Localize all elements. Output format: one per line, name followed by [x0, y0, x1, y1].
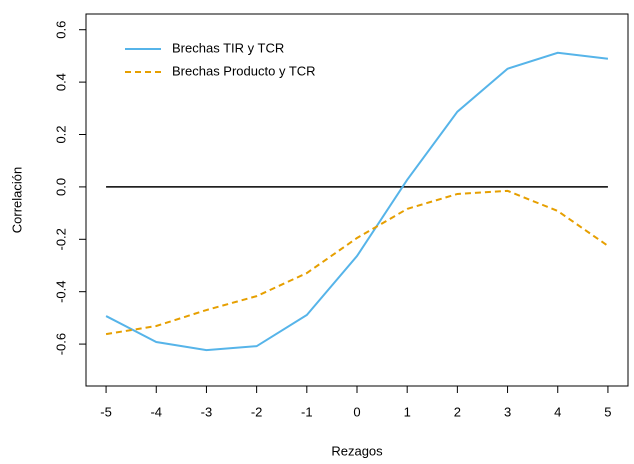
x-tick-label: 2 [454, 404, 461, 419]
x-tick-label: 4 [554, 404, 561, 419]
data-line [105, 51, 609, 352]
x-tick-label: -1 [301, 404, 313, 419]
y-tick-label: 0.2 [53, 125, 68, 143]
y-tick-label: -0.2 [53, 228, 68, 250]
x-tick-label: 5 [604, 404, 611, 419]
legend-label: Brechas Producto y TCR [172, 63, 316, 78]
x-tick-label: -3 [201, 404, 213, 419]
y-tick-label: 0.6 [53, 21, 68, 39]
x-tick-label: -4 [150, 404, 162, 419]
y-tick-label: 0.0 [53, 178, 68, 196]
plot-frame [85, 13, 629, 387]
x-axis-label: Rezagos [331, 443, 383, 458]
y-tick-label: -0.6 [53, 333, 68, 355]
x-tick-label: 1 [404, 404, 411, 419]
y-tick-label: 0.4 [53, 73, 68, 91]
data-line [105, 189, 609, 336]
x-tick-label: -5 [100, 404, 112, 419]
legend-label: Brechas TIR y TCR [172, 40, 284, 55]
x-tick-label: -2 [251, 404, 263, 419]
y-tick-label: -0.4 [53, 280, 68, 302]
y-axis-label: Correlación [9, 167, 24, 233]
x-tick-label: 3 [504, 404, 511, 419]
x-tick-label: 0 [353, 404, 360, 419]
